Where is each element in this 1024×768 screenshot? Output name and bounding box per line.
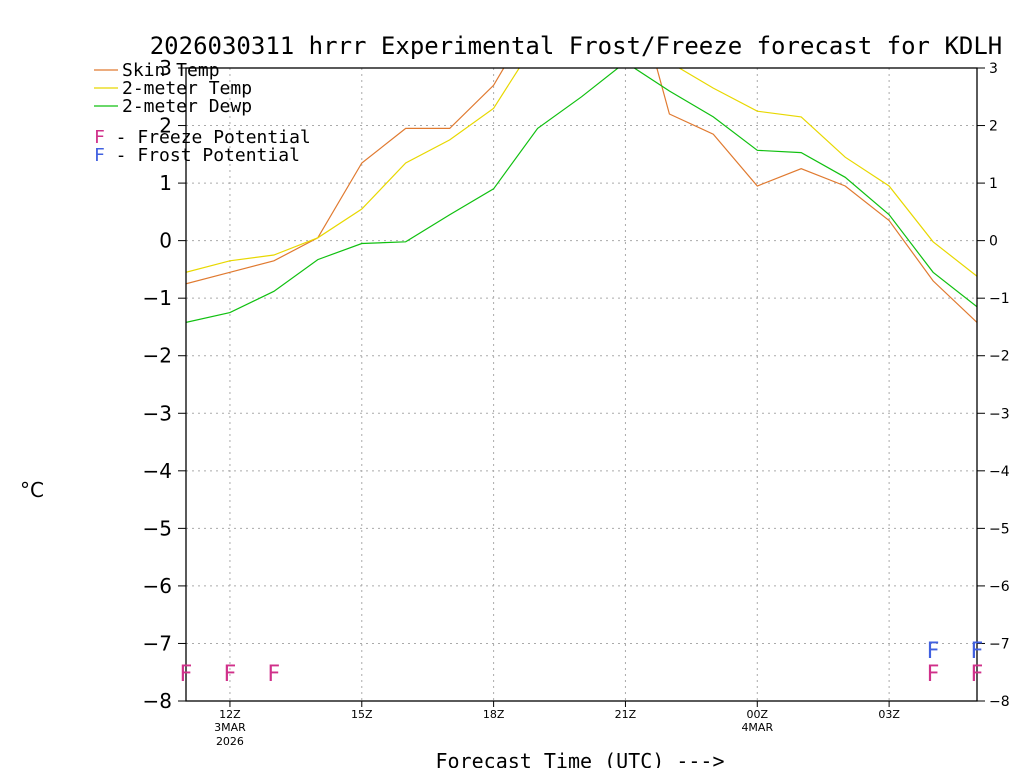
legend-flag-text: - Frost Potential (105, 145, 300, 166)
data-series (186, 68, 977, 323)
y-tick-label: −8 (143, 689, 172, 713)
x-tick-label: 15Z (351, 708, 373, 721)
y-tick-label: −1 (143, 286, 172, 310)
x-tick-sublabel: 4MAR (741, 721, 773, 734)
y-tick-label-right: 2 (989, 119, 998, 135)
y-tick-label-right: −4 (989, 464, 1010, 480)
series-line-2-meter-dewp (186, 68, 977, 323)
y-axis-label: °C (20, 478, 44, 502)
plot-frame (185, 67, 978, 702)
freeze-flag: F (927, 662, 940, 687)
potential-flags: F F F F FF F (180, 639, 984, 687)
y-tick-label: −3 (143, 401, 172, 425)
y-tick-label-right: −1 (989, 291, 1010, 307)
freeze-flag: F (224, 662, 237, 687)
x-tick-label: 12Z (219, 708, 241, 721)
x-tick-sublabel: 3MAR (214, 721, 246, 734)
y-tick-label: −4 (143, 459, 172, 483)
y-tick-label: 3 (159, 56, 172, 80)
legend-flag-entry: F - Freeze Potential (94, 127, 311, 148)
legend-flag-symbol: F (94, 127, 105, 148)
y-tick-label: −7 (143, 631, 172, 655)
y-tick-label: −5 (143, 516, 172, 540)
x-axis-label: Forecast Time (UTC) ---> (436, 749, 725, 768)
y-tick-label: 1 (159, 171, 172, 195)
legend-label: 2-meter Temp (122, 78, 252, 99)
legend-label: 2-meter Dewp (122, 96, 252, 117)
series-line-2-meter-temp (186, 68, 977, 277)
x-tick-sublabel: 2026 (216, 735, 244, 748)
y-tick-label-right: −5 (989, 521, 1010, 537)
frost-flag: F (971, 639, 984, 664)
legend-flag-symbol: F (94, 145, 105, 166)
x-tick-label: 03Z (878, 708, 900, 721)
x-tick-label: 21Z (615, 708, 637, 721)
y-axis-left: 3 2 1 0 −1 −2 −3 −4 −5 −6 −7 −8 (143, 56, 186, 713)
frost-flag: F (927, 639, 940, 664)
y-axis-right: 3 2 1 0 −1 −2 −3 −4 −5 −6 −7 −8 (977, 61, 1010, 710)
y-tick-label-right: 1 (989, 176, 998, 192)
y-tick-label: 0 (159, 229, 172, 253)
y-tick-label-right: −7 (989, 636, 1010, 652)
chart-title: 2026030311 hrrr Experimental Frost/Freez… (150, 32, 1003, 60)
grid-lines (186, 68, 977, 701)
freeze-flag: F (180, 662, 193, 687)
y-tick-label: −2 (143, 344, 172, 368)
y-tick-label-right: −6 (989, 579, 1010, 595)
x-tick-label: 18Z (483, 708, 505, 721)
freeze-flag: F (971, 662, 984, 687)
y-tick-label-right: 0 (989, 234, 998, 250)
x-tick-label: 00Z (747, 708, 769, 721)
y-tick-label-right: 3 (989, 61, 998, 77)
legend-label: Skin Temp (122, 60, 220, 81)
freeze-flag: F (268, 662, 281, 687)
legend-flag-entry: F - Frost Potential (94, 145, 300, 166)
y-tick-label-right: −3 (989, 406, 1010, 422)
y-tick-label: −6 (143, 574, 172, 598)
y-tick-label: 2 (159, 114, 172, 138)
legend-flag-text: - Freeze Potential (105, 127, 311, 148)
y-tick-label-right: −8 (989, 694, 1010, 710)
y-tick-label-right: −2 (989, 349, 1010, 365)
